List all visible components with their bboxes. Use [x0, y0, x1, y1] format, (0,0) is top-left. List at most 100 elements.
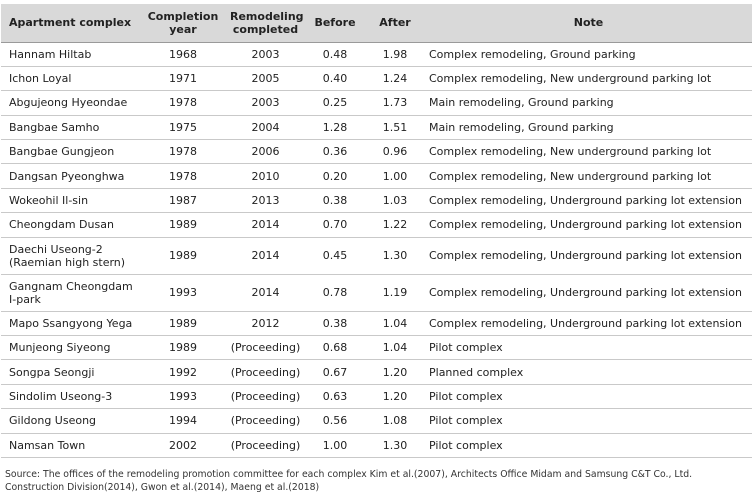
- table-body: Hannam Hiltab 1968 2003 0.48 1.98 Complex rem…: [1, 42, 752, 458]
- cell-remodeling-completed: (Proceeding): [226, 408, 305, 434]
- cell-completion-year: 1989: [140, 311, 226, 337]
- cell-remodeling-completed: 2005: [226, 66, 305, 92]
- cell-before: 0.68: [305, 335, 365, 361]
- cell-remodeling-completed: 2012: [226, 311, 305, 337]
- cell-apartment-complex: Ichon Loyal: [1, 66, 140, 92]
- cell-completion-year: 1978: [140, 90, 226, 116]
- cell-note: Planned complex: [425, 359, 752, 385]
- table-row: Dangsan Pyeonghwa 1978 2010 0.20 1.00 Complex…: [1, 163, 752, 189]
- cell-completion-year: 2002: [140, 433, 226, 458]
- cell-remodeling-completed: 2004: [226, 115, 305, 141]
- cell-before: 0.38: [305, 188, 365, 214]
- cell-before: 0.36: [305, 139, 365, 165]
- cell-completion-year: 1989: [140, 335, 226, 361]
- table-row: Gangnam Cheongdam I-park 1993 2014 0.78 1.19…: [1, 274, 752, 312]
- cell-completion-year: 1978: [140, 139, 226, 165]
- cell-before: 0.20: [305, 163, 365, 189]
- cell-before: 0.38: [305, 311, 365, 337]
- cell-note: Main remodeling, Ground parking: [425, 90, 752, 116]
- table-row: Hannam Hiltab 1968 2003 0.48 1.98 Complex rem…: [1, 42, 752, 67]
- cell-note: Pilot complex: [425, 335, 752, 361]
- cell-apartment-complex: Bangbae Samho: [1, 115, 140, 141]
- source-note: Source: The offices of the remodeling pr…: [5, 469, 693, 493]
- header-row: Apartment complex Completion year Remode…: [1, 4, 752, 43]
- cell-remodeling-completed: (Proceeding): [226, 359, 305, 385]
- header-apartment-complex: Apartment complex: [1, 4, 140, 43]
- table-row: Mapo Ssangyong Yega 1989 2012 0.38 1.04 Compl…: [1, 311, 752, 337]
- cell-apartment-complex: Daechi Useong-2 (Raemian high stern): [1, 237, 140, 275]
- cell-note: Main remodeling, Ground parking: [425, 115, 752, 141]
- cell-before: 0.70: [305, 212, 365, 238]
- cell-after: 1.20: [365, 359, 425, 385]
- cell-after: 1.19: [365, 274, 425, 312]
- cell-remodeling-completed: 2010: [226, 163, 305, 189]
- header-remodeling-completed: Remodeling completed: [226, 4, 305, 43]
- cell-after: 1.73: [365, 90, 425, 116]
- cell-note: Complex remodeling, New underground park…: [425, 163, 752, 189]
- cell-before: 1.00: [305, 433, 365, 458]
- cell-completion-year: 1993: [140, 274, 226, 312]
- cell-after: 1.30: [365, 433, 425, 458]
- cell-after: 1.24: [365, 66, 425, 92]
- cell-note: Complex remodeling, Underground parking …: [425, 212, 752, 238]
- table-row: Namsan Town 2002 (Proceeding) 1.00 1.30 Pilot…: [1, 433, 752, 458]
- cell-before: 0.56: [305, 408, 365, 434]
- cell-before: 0.48: [305, 42, 365, 67]
- cell-before: 0.45: [305, 237, 365, 275]
- cell-after: 1.03: [365, 188, 425, 214]
- cell-after: 0.96: [365, 139, 425, 165]
- cell-completion-year: 1968: [140, 42, 226, 67]
- cell-after: 1.22: [365, 212, 425, 238]
- cell-note: Complex remodeling, New underground park…: [425, 66, 752, 92]
- cell-note: Pilot complex: [425, 408, 752, 434]
- table-row: Ichon Loyal 1971 2005 0.40 1.24 Complex remod…: [1, 66, 752, 92]
- cell-apartment-complex: Mapo Ssangyong Yega: [1, 311, 140, 337]
- table-row: Gildong Useong 1994 (Proceeding) 0.56 1.08 Pi…: [1, 408, 752, 434]
- cell-apartment-complex: Bangbae Gungjeon: [1, 139, 140, 165]
- table-row: Wokeohil Il-sin 1987 2013 0.38 1.03 Complex r…: [1, 188, 752, 214]
- cell-before: 0.78: [305, 274, 365, 312]
- table-header: Apartment complex Completion year Remode…: [1, 4, 752, 43]
- cell-remodeling-completed: 2014: [226, 274, 305, 312]
- cell-after: 1.98: [365, 42, 425, 67]
- cell-remodeling-completed: 2006: [226, 139, 305, 165]
- cell-apartment-complex: Hannam Hiltab: [1, 42, 140, 67]
- cell-apartment-complex: Dangsan Pyeonghwa: [1, 163, 140, 189]
- cell-remodeling-completed: 2003: [226, 90, 305, 116]
- cell-apartment-complex: Wokeohil Il-sin: [1, 188, 140, 214]
- cell-apartment-complex: Cheongdam Dusan: [1, 212, 140, 238]
- table-row: Bangbae Samho 1975 2004 1.28 1.51 Main remode…: [1, 115, 752, 141]
- cell-remodeling-completed: (Proceeding): [226, 335, 305, 361]
- header-completion-year: Completion year: [140, 4, 226, 43]
- cell-note: Complex remodeling, Ground parking: [425, 42, 752, 67]
- cell-completion-year: 1994: [140, 408, 226, 434]
- cell-remodeling-completed: 2014: [226, 237, 305, 275]
- cell-note: Complex remodeling, Underground parking …: [425, 188, 752, 214]
- table-row: Sindolim Useong-3 1993 (Proceeding) 0.63 1.2…: [1, 384, 752, 410]
- cell-after: 1.51: [365, 115, 425, 141]
- cell-note: Pilot complex: [425, 384, 752, 410]
- cell-completion-year: 1971: [140, 66, 226, 92]
- cell-remodeling-completed: 2013: [226, 188, 305, 214]
- table-row: Daechi Useong-2 (Raemian high stern) 1989…: [1, 237, 752, 275]
- table-row: Munjeong Siyeong 1989 (Proceeding) 0.68 1.04…: [1, 335, 752, 361]
- table-row: Abgujeong Hyeondae 1978 2003 0.25 1.73 Main r…: [1, 90, 752, 116]
- cell-note: Pilot complex: [425, 433, 752, 458]
- cell-before: 1.28: [305, 115, 365, 141]
- cell-completion-year: 1987: [140, 188, 226, 214]
- cell-apartment-complex: Abgujeong Hyeondae: [1, 90, 140, 116]
- cell-apartment-complex: Gangnam Cheongdam I-park: [1, 274, 140, 312]
- cell-apartment-complex: Songpa Seongji: [1, 359, 140, 385]
- cell-remodeling-completed: 2014: [226, 212, 305, 238]
- cell-after: 1.30: [365, 237, 425, 275]
- cell-apartment-complex: Munjeong Siyeong: [1, 335, 140, 361]
- cell-note: Complex remodeling, New underground park…: [425, 139, 752, 165]
- header-after: After: [365, 4, 425, 43]
- cell-note: Complex remodeling, Underground parking …: [425, 311, 752, 337]
- cell-after: 1.04: [365, 311, 425, 337]
- cell-completion-year: 1989: [140, 212, 226, 238]
- cell-remodeling-completed: (Proceeding): [226, 433, 305, 458]
- cell-before: 0.40: [305, 66, 365, 92]
- cell-completion-year: 1993: [140, 384, 226, 410]
